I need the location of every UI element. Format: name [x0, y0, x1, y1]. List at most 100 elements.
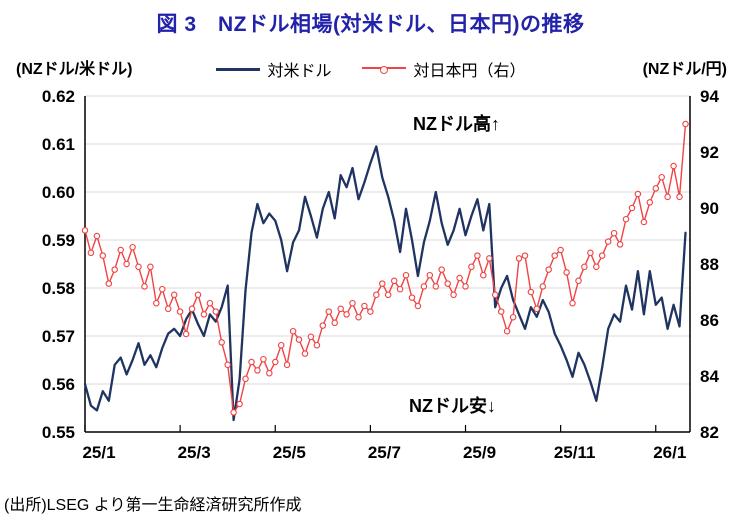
jpy-data-marker: [99, 252, 107, 259]
jpy-data-marker: [355, 313, 362, 321]
right-axis-tick-label: 94: [700, 87, 719, 106]
jpy-data-marker: [486, 255, 493, 262]
jpy-data-marker: [539, 283, 547, 290]
jpy-data-marker: [575, 277, 582, 285]
jpy-data-marker: [468, 263, 475, 271]
jpy-data-marker: [587, 249, 594, 257]
jpy-data-marker: [557, 246, 564, 254]
jpy-data-marker: [390, 277, 398, 285]
jpy-data-marker: [604, 238, 612, 245]
jpy-data-marker: [533, 305, 541, 313]
left-axis-tick-label: 0.61: [42, 135, 75, 154]
jpy-data-marker: [277, 341, 285, 349]
jpy-data-marker: [182, 330, 190, 338]
jpy-data-marker: [563, 269, 570, 276]
jpy-data-marker: [248, 358, 255, 366]
right-axis-unit-label: (NZドル/円): [642, 61, 727, 78]
jpy-data-marker: [509, 313, 517, 321]
jpy-data-marker: [367, 308, 374, 315]
x-axis-tick-label: 25/7: [368, 443, 401, 462]
jpy-data-marker: [283, 361, 291, 369]
jpy-data-marker: [301, 350, 309, 357]
x-axis-tick-label: 25/11: [554, 443, 596, 462]
jpy-data-marker: [170, 291, 178, 299]
jpy-data-marker: [497, 308, 505, 315]
left-axis-tick-label: 0.60: [42, 183, 75, 202]
jpy-data-marker: [260, 355, 267, 363]
legend-label-usd: 対米ドル: [267, 63, 332, 80]
jpy-data-marker: [658, 173, 665, 181]
jpy-data-marker: [432, 283, 440, 290]
jpy-data-marker: [236, 400, 243, 408]
jpy-data-marker: [343, 311, 350, 318]
jpy-data-marker: [266, 369, 273, 377]
right-axis-tick-label: 92: [700, 143, 719, 162]
jpy-data-marker: [676, 193, 683, 201]
jpy-data-marker: [93, 232, 101, 240]
jpy-data-marker: [176, 308, 184, 315]
jpy-data-marker: [480, 271, 487, 279]
jpy-data-marker: [444, 280, 451, 287]
jpy-data-marker: [319, 322, 327, 329]
jpy-data-marker: [230, 409, 237, 416]
jpy-data-marker: [652, 185, 660, 192]
jpy-data-marker: [289, 327, 297, 335]
jpy-marker-circle-icon: [379, 65, 388, 74]
jpy-data-marker: [551, 252, 558, 259]
jpy-data-marker: [129, 243, 136, 251]
jpy-data-marker: [515, 255, 523, 262]
jpy-data-marker: [396, 285, 404, 293]
jpy-data-marker: [206, 299, 214, 307]
jpy-data-marker: [313, 341, 321, 349]
jpy-data-marker: [634, 190, 642, 198]
left-axis-tick-label: 0.62: [42, 87, 75, 106]
right-axis-tick-label: 86: [700, 311, 719, 330]
jpy-data-marker: [581, 263, 588, 271]
jpy-data-marker: [153, 299, 160, 307]
jpy-data-marker: [664, 193, 671, 201]
left-axis-tick-label: 0.57: [42, 327, 75, 346]
jpy-data-marker: [628, 204, 636, 212]
jpy-data-marker: [141, 283, 148, 290]
right-axis-tick-label: 88: [700, 255, 719, 274]
jpy-data-marker: [212, 308, 220, 315]
jpy-data-marker: [414, 302, 422, 310]
jpy-data-marker: [408, 294, 416, 301]
jpy-data-marker: [610, 229, 618, 237]
right-axis-tick-label: 82: [700, 423, 719, 442]
left-axis-unit-label: (NZドル/米ドル): [16, 61, 133, 78]
x-axis-tick-label: 25/1: [82, 443, 115, 462]
jpy-data-marker: [474, 252, 481, 259]
jpy-data-marker: [159, 285, 166, 293]
jpy-data-marker: [105, 280, 113, 287]
x-axis-tick-label: 25/5: [273, 443, 306, 462]
jpy-data-marker: [682, 120, 689, 128]
jpy-data-marker: [450, 291, 457, 299]
legend-item-usd: 対米ドル: [215, 57, 332, 81]
jpy-data-marker: [598, 252, 606, 259]
jpy-data-marker: [349, 299, 356, 307]
jpy-data-marker: [593, 263, 600, 271]
jpy-data-marker: [379, 280, 386, 287]
jpy-data-marker: [670, 162, 677, 170]
x-axis-tick-label: 25/3: [178, 443, 211, 462]
annotation-nzd-low: NZドル安↓: [409, 396, 496, 416]
jpy-data-marker: [640, 218, 648, 226]
left-axis-tick-label: 0.59: [42, 231, 75, 250]
jpy-data-marker: [420, 283, 428, 290]
usd-line-swatch-icon: [215, 67, 260, 71]
jpy-data-marker: [646, 199, 654, 206]
annotation-nzd-high: NZドル高↑: [413, 114, 500, 134]
x-axis-tick-label: 26/1: [653, 443, 686, 462]
jpy-data-marker: [503, 327, 511, 335]
jpy-data-marker: [616, 241, 624, 248]
jpy-data-marker: [307, 333, 315, 341]
x-axis-tick-label: 25/9: [463, 443, 496, 462]
jpy-data-marker: [331, 319, 338, 327]
jpy-data-marker: [527, 288, 535, 296]
jpy-data-marker: [402, 271, 410, 279]
jpy-data-marker: [337, 305, 344, 313]
left-axis-tick-label: 0.55: [42, 423, 75, 442]
left-axis-tick-label: 0.58: [42, 279, 75, 298]
